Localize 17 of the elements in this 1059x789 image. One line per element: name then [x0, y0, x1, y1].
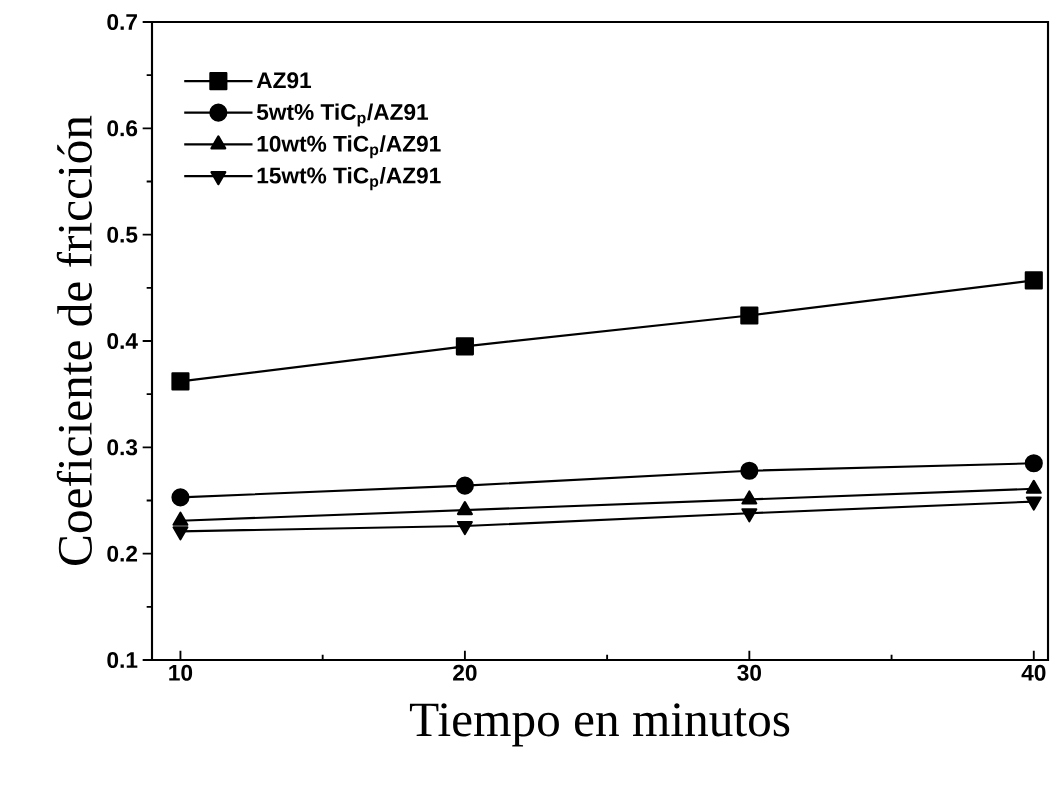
y-tick-label: 0.5	[107, 226, 138, 243]
y-tick-label: 0.2	[107, 545, 138, 562]
y-tick-label: 0.7	[107, 13, 137, 31]
y-tick-label: 0.3	[107, 439, 138, 456]
x-axis-title: Tiempo en minutos	[409, 703, 790, 747]
x-tick-label: 20	[453, 664, 477, 681]
x-tick-label: 30	[737, 664, 762, 681]
legend-label: 10wt% TiC$_{p}$/AZ91	[257, 135, 441, 159]
y-tick-label: 0.6	[107, 120, 138, 137]
legend-label: AZ91	[256, 72, 312, 89]
y-tick-label: 0.1	[107, 651, 138, 669]
x-tick-label: 40	[1021, 664, 1046, 681]
y-tick-label: 0.4	[107, 332, 138, 350]
x-tick-label: 10	[169, 664, 193, 681]
legend-label: 5wt% TiC$_{p}$/AZ91	[256, 103, 429, 127]
legend-label: 15wt% TiC$_{p}$/AZ91	[257, 166, 441, 191]
y-axis-title: Coeficiente de fricción	[56, 115, 92, 565]
